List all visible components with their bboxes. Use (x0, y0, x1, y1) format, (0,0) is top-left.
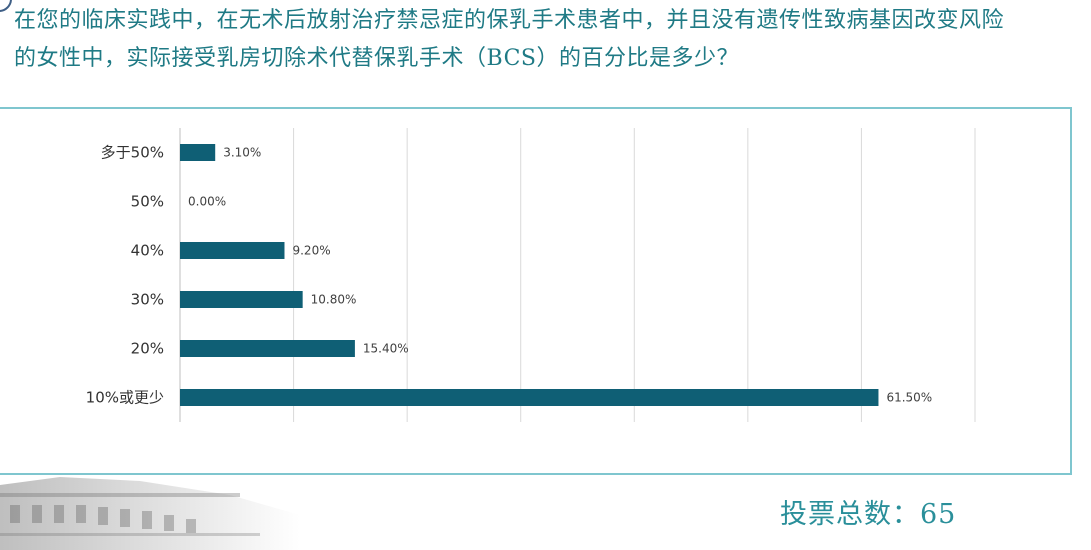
data-label: 61.50% (886, 391, 932, 405)
chart-panel (0, 107, 1072, 475)
vote-total: 投票总数：65 (780, 492, 956, 531)
category-label: 40% (131, 242, 164, 260)
data-label: 0.00% (188, 195, 226, 209)
data-label: 3.10% (223, 146, 261, 160)
category-label: 20% (131, 340, 164, 358)
bar (180, 291, 303, 308)
building-background-image (0, 477, 300, 550)
bar (180, 242, 285, 259)
grid-layer (293, 128, 976, 422)
vote-total-count: 65 (920, 499, 957, 530)
category-label: 50% (131, 193, 164, 211)
bar (180, 340, 355, 357)
question-line-1: 在您的临床实践中，在无术后放射治疗禁忌症的保乳手术患者中，并且没有遗传性致病基因… (14, 8, 1005, 33)
bar (180, 389, 879, 406)
label-layer: 多于50% 3.10% 50% 0.00% 40% 9.20% 30% 10.80% 20% 15… (86, 144, 933, 407)
data-label: 9.20% (292, 244, 330, 258)
question-text: 在您的临床实践中，在无术后放射治疗禁忌症的保乳手术患者中，并且没有遗传性致病基因… (14, 2, 1074, 78)
data-label: 10.80% (311, 293, 357, 307)
category-label: 10%或更少 (86, 389, 164, 407)
bar (180, 144, 216, 161)
data-label: 15.40% (363, 342, 409, 356)
vote-total-label: 投票总数： (780, 499, 920, 530)
question-line-2: 的女性中，实际接受乳房切除术代替保乳手术（BCS）的百分比是多少？ (14, 46, 739, 71)
category-label: 30% (131, 291, 164, 309)
bar-layer (180, 144, 879, 406)
category-label: 多于50% (101, 144, 164, 162)
